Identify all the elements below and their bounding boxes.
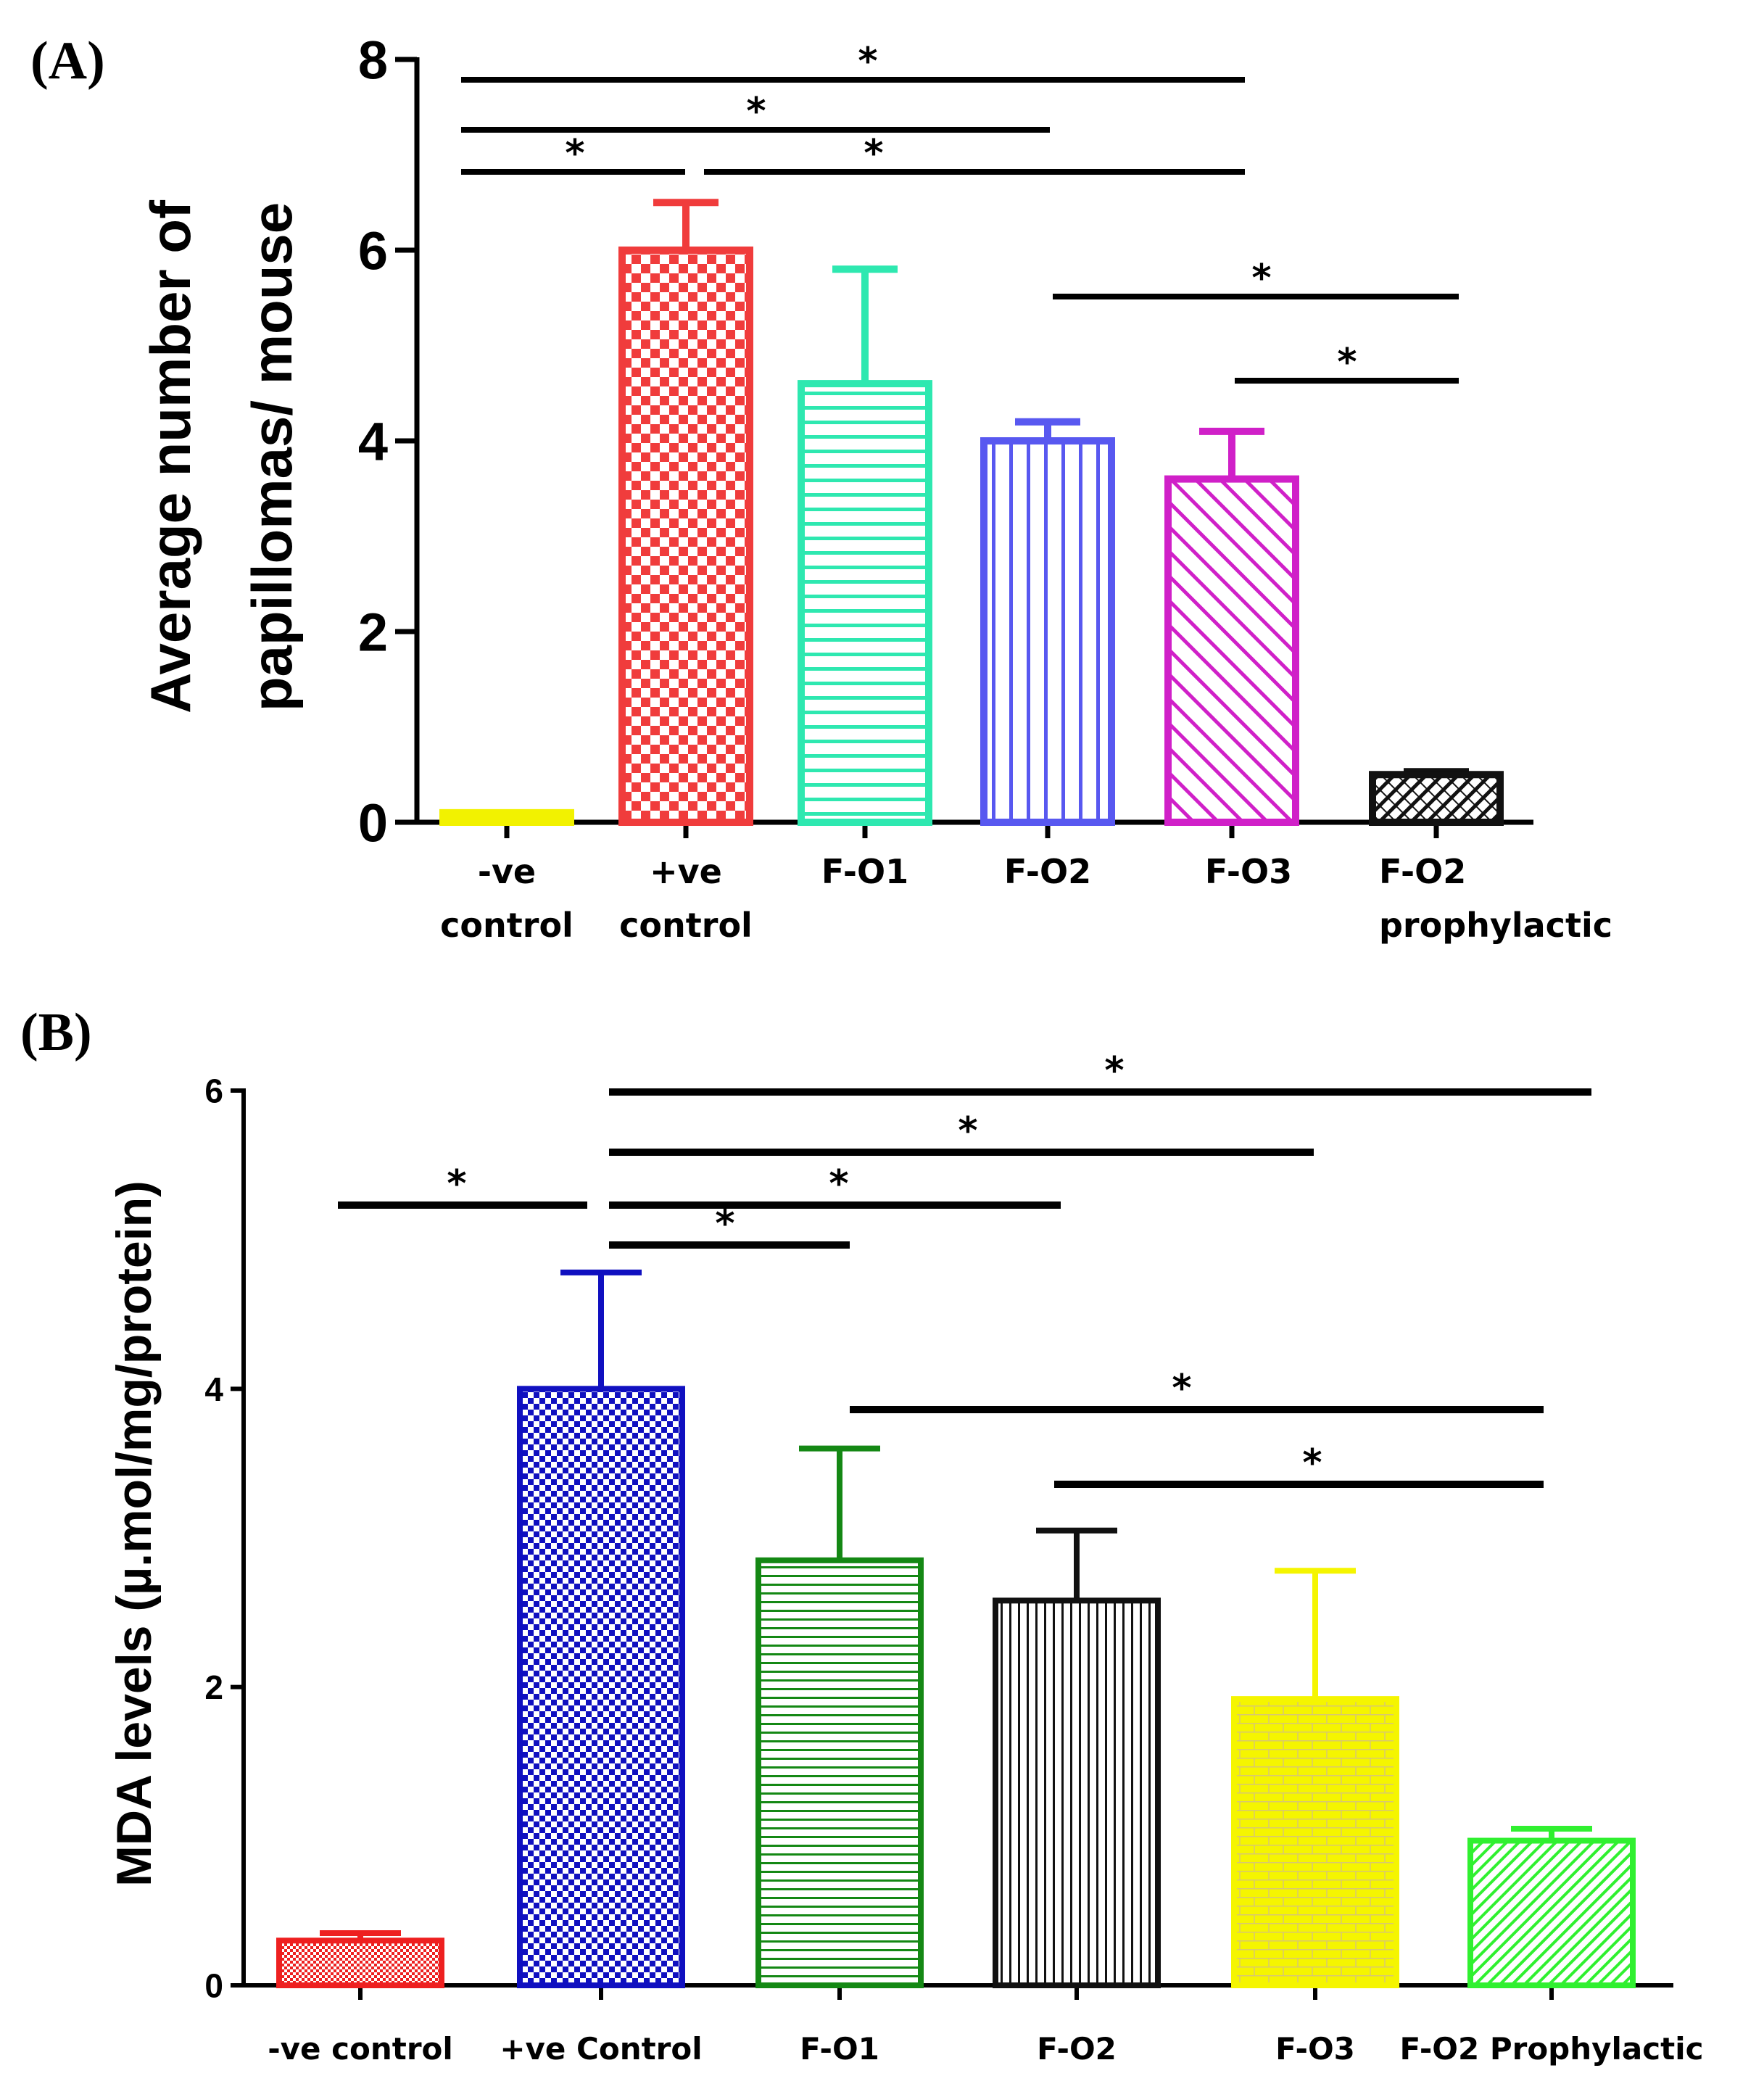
- category-label: F-O3: [1275, 2031, 1355, 2067]
- axes-a: 0 2 4 6 8: [358, 30, 1533, 853]
- bar: [1467, 1837, 1636, 1989]
- bar: [517, 1386, 685, 1989]
- y-tick-label: 6: [204, 1072, 223, 1110]
- category-label: prophylactic: [1379, 906, 1612, 945]
- bars-b: [276, 1269, 1636, 1989]
- category-label: F-O2: [1037, 2031, 1117, 2067]
- bar: [980, 437, 1115, 826]
- category-label: +ve Control: [500, 2031, 702, 2067]
- significance-star: *: [1104, 1049, 1124, 1093]
- bar: [755, 1557, 924, 1989]
- significance-star: *: [864, 132, 883, 175]
- significance-star: *: [1302, 1442, 1322, 1485]
- y-tick-label: 4: [358, 412, 388, 472]
- y-tick-label: 4: [204, 1370, 223, 1408]
- panel-label-b: (B): [20, 1003, 92, 1062]
- panel-b: (B) MDA levels (µ.mol/mg/protein) 0 2 4 6 -…: [20, 1003, 1704, 2067]
- significance-star: *: [1172, 1367, 1191, 1410]
- bar: [798, 380, 932, 826]
- category-label: +ve: [650, 852, 722, 891]
- significance-b: * * * * * * *: [338, 1049, 1591, 1488]
- bar: [993, 1597, 1161, 1988]
- bar: [276, 1937, 444, 1989]
- axes-b: 0 2 4 6: [204, 1072, 1673, 2005]
- panel-label-a: (A): [30, 31, 105, 91]
- y-tick-label: 8: [358, 30, 388, 91]
- significance-star: *: [1337, 341, 1357, 384]
- significance-star: *: [958, 1109, 977, 1153]
- significance-star: *: [715, 1202, 734, 1246]
- y-axis-label-b: MDA levels (µ.mol/mg/protein): [107, 1180, 162, 1887]
- category-label: F-O2 Prophylactic: [1399, 2031, 1703, 2067]
- category-label: F-O2: [1379, 852, 1466, 891]
- category-labels-b: -ve control +ve Control F-O1 F-O2 F-O3 F-O2 P…: [268, 2031, 1703, 2067]
- bar: [1369, 771, 1504, 826]
- bar: [1164, 475, 1299, 826]
- category-label: -ve control: [268, 2031, 453, 2067]
- category-labels-a: -ve control +ve control F-O1 F-O2 F-O3 F-O2 prop…: [440, 852, 1612, 945]
- y-tick-label: 2: [358, 603, 388, 663]
- significance-star: *: [746, 90, 766, 133]
- y-tick-label: 0: [358, 793, 388, 853]
- y-tick-label: 2: [204, 1668, 223, 1706]
- significance-star: *: [1251, 257, 1271, 300]
- category-label: F-O1: [821, 852, 908, 891]
- significance-star: *: [565, 132, 584, 175]
- significance-star: *: [447, 1162, 466, 1206]
- category-label: F-O2: [1004, 852, 1091, 891]
- category-label: F-O3: [1205, 852, 1292, 891]
- category-label: F-O1: [800, 2031, 879, 2067]
- category-label: -ve: [478, 852, 536, 891]
- y-axis-label-a-line2: papillomas/ mouse: [240, 202, 304, 711]
- significance-a: * * * * * *: [461, 40, 1459, 384]
- panel-a: (A) Average number of papillomas/ mouse …: [30, 30, 1612, 945]
- category-label: control: [619, 906, 753, 945]
- category-label: control: [440, 906, 573, 945]
- y-tick-label: 0: [204, 1967, 223, 2005]
- bar: [439, 808, 574, 826]
- significance-star: *: [829, 1162, 848, 1206]
- significance-star: *: [858, 40, 877, 83]
- y-axis-label-a-line1: Average number of: [138, 199, 202, 714]
- bar: [1231, 1696, 1399, 1989]
- bars-a: [439, 199, 1504, 826]
- y-tick-label: 6: [358, 221, 388, 281]
- bar: [618, 247, 753, 826]
